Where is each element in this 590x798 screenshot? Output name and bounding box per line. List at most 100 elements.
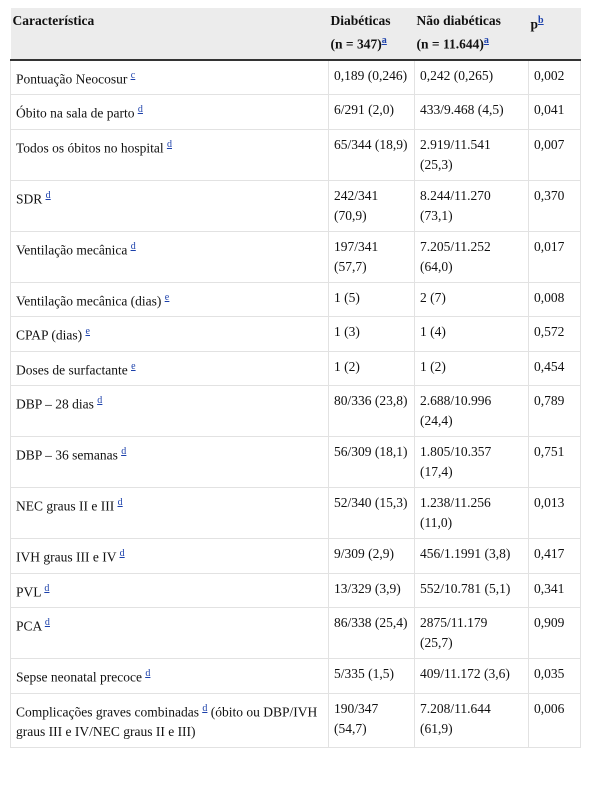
nondiabetic-cell: 409/11.172 (3,6)	[414, 658, 529, 694]
characteristic: NEC graus II e III	[16, 498, 115, 514]
p-value-cell: 0,007	[528, 128, 581, 181]
table-row: Óbito na sala de parto d 6/291 (2,0) 433/9…	[10, 94, 581, 130]
footnote-link[interactable]: e	[164, 291, 170, 303]
footnote-link[interactable]: d	[97, 395, 103, 406]
characteristic-cell: Complicações graves combinadas d (óbito …	[10, 692, 329, 748]
table-body: Pontuação Neocosur c 0,189 (0,246) 0,242 (…	[10, 59, 581, 748]
footnote-link[interactable]: d	[44, 617, 50, 628]
footnote-ref: d	[44, 583, 49, 594]
footnote-link[interactable]: a	[381, 35, 387, 46]
footnote-link[interactable]: c	[130, 69, 136, 81]
characteristic: Todos os óbitos no hospital	[16, 140, 164, 155]
table-row: Pontuação Neocosur c 0,189 (0,246) 0,242 (…	[10, 59, 581, 95]
p-value-cell: 0,454	[528, 350, 581, 386]
footnote-link[interactable]: e	[131, 360, 136, 372]
characteristic-cell: SDR d	[10, 179, 329, 232]
diabetic-cell: 0,189 (0,246)	[328, 59, 415, 95]
footnote-ref: e	[131, 361, 135, 372]
header-row: Característica Diabéticas (n = 347)a Não di…	[10, 8, 581, 61]
diabetic-cell: 86/338 (25,4)	[328, 607, 415, 659]
characteristic: DBP – 36 semanas	[16, 447, 118, 463]
characteristic-cell: Ventilação mecânica (dias) e	[10, 281, 329, 317]
footnote-link[interactable]: d	[130, 240, 136, 252]
characteristic-cell: Sepse neonatal precoce d	[10, 658, 329, 694]
footnote-link[interactable]: d	[166, 138, 172, 150]
table-row: PVL d 13/329 (3,9) 552/10.781 (5,1) 0,341	[10, 572, 581, 608]
footnote-link[interactable]: d	[137, 104, 143, 115]
footnote-link[interactable]: d	[119, 548, 125, 559]
footnote-link[interactable]: e	[85, 326, 90, 337]
diabetic-cell: 80/336 (23,8)	[328, 385, 415, 437]
footnote-ref: d	[121, 446, 126, 457]
characteristic-cell: Pontuação Neocosur c	[10, 59, 329, 95]
characteristic: Doses de surfactante	[16, 362, 128, 377]
p-value-cell: 0,909	[528, 607, 581, 659]
table-row: DBP – 28 dias d 80/336 (23,8) 2.688/10.996…	[10, 385, 581, 437]
diabetic-cell: 242/341 (70,9)	[328, 179, 415, 232]
nondiabetic-cell: 552/10.781 (5,1)	[414, 572, 529, 608]
p-value-cell: 0,006	[528, 692, 581, 748]
footnote-link[interactable]: d	[145, 668, 151, 679]
footnote-link[interactable]: b	[538, 15, 544, 26]
p-value-cell: 0,008	[528, 281, 581, 317]
header-n: (n = 347)	[330, 36, 382, 52]
characteristic: CPAP (dias)	[16, 327, 83, 343]
characteristic: Pontuação Neocosur	[16, 71, 128, 86]
footnote-link[interactable]: d	[45, 189, 51, 201]
nondiabetic-cell: 1 (2)	[414, 350, 529, 386]
p-value-cell: 0,572	[528, 316, 581, 352]
characteristic: SDR	[16, 191, 43, 206]
characteristic-suffix: (óbito ou DBP/IVH graus III e IV/NEC gra…	[16, 704, 318, 739]
footnote-link[interactable]: d	[117, 497, 123, 508]
p-value-cell: 0,417	[528, 538, 581, 574]
table-row: IVH graus III e IV d 9/309 (2,9) 456/1.199…	[10, 538, 581, 574]
characteristic-cell: CPAP (dias) e	[10, 316, 329, 352]
diabetic-cell: 197/341 (57,7)	[328, 230, 415, 283]
footnote-link[interactable]: d	[44, 582, 50, 594]
characteristic: Complicações graves combinadas	[16, 704, 199, 719]
characteristic-cell: Óbito na sala de parto d	[10, 94, 329, 130]
footnote-ref: d	[131, 241, 136, 252]
characteristic-cell: Todos os óbitos no hospital d	[10, 128, 329, 181]
nondiabetic-cell: 8.244/11.270 (73,1)	[414, 179, 529, 232]
footnote-ref: d	[46, 190, 51, 201]
footnote-ref: d	[145, 668, 150, 679]
footnote-ref: b	[538, 15, 544, 26]
nondiabetic-cell: 1.805/10.357 (17,4)	[414, 436, 529, 488]
diabetic-cell: 1 (5)	[328, 281, 415, 317]
characteristic-cell: Doses de surfactante e	[10, 350, 329, 386]
footnote-link[interactable]: d	[121, 446, 127, 457]
table-row: Ventilação mecânica d 197/341 (57,7) 7.205…	[10, 230, 581, 283]
characteristic-cell: IVH graus III e IV d	[10, 538, 329, 574]
p-value-cell: 0,370	[528, 179, 581, 232]
header-n: (n = 11.644)	[416, 36, 484, 52]
header-cell: pb	[528, 8, 581, 61]
p-value-cell: 0,002	[528, 59, 581, 95]
diabetic-cell: 1 (2)	[328, 350, 415, 386]
header-label: Diabéticas	[330, 13, 391, 28]
header-cell: Característica	[10, 8, 329, 61]
nondiabetic-cell: 7.208/11.644 (61,9)	[414, 692, 529, 748]
data-table: Característica Diabéticas (n = 347)a Não di…	[10, 8, 581, 748]
p-value-cell: 0,041	[528, 94, 581, 130]
characteristic-cell: PCA d	[10, 607, 329, 659]
footnote-ref: d	[167, 139, 172, 150]
diabetic-cell: 56/309 (18,1)	[328, 436, 415, 488]
diabetic-cell: 52/340 (15,3)	[328, 487, 415, 539]
p-value-cell: 0,789	[528, 385, 581, 437]
footnote-ref: c	[131, 70, 135, 81]
table-row: Complicações graves combinadas d (óbito …	[10, 692, 581, 748]
footnote-link[interactable]: a	[483, 35, 489, 46]
nondiabetic-cell: 456/1.1991 (3,8)	[414, 538, 529, 574]
characteristic: PCA	[16, 618, 42, 634]
characteristic-cell: DBP – 28 dias d	[10, 385, 329, 437]
diabetic-cell: 6/291 (2,0)	[328, 94, 415, 130]
footnote-link[interactable]: d	[202, 702, 208, 714]
nondiabetic-cell: 2.919/11.541 (25,3)	[414, 128, 529, 181]
characteristic: Sepse neonatal precoce	[16, 669, 142, 685]
nondiabetic-cell: 2.688/10.996 (24,4)	[414, 385, 529, 437]
